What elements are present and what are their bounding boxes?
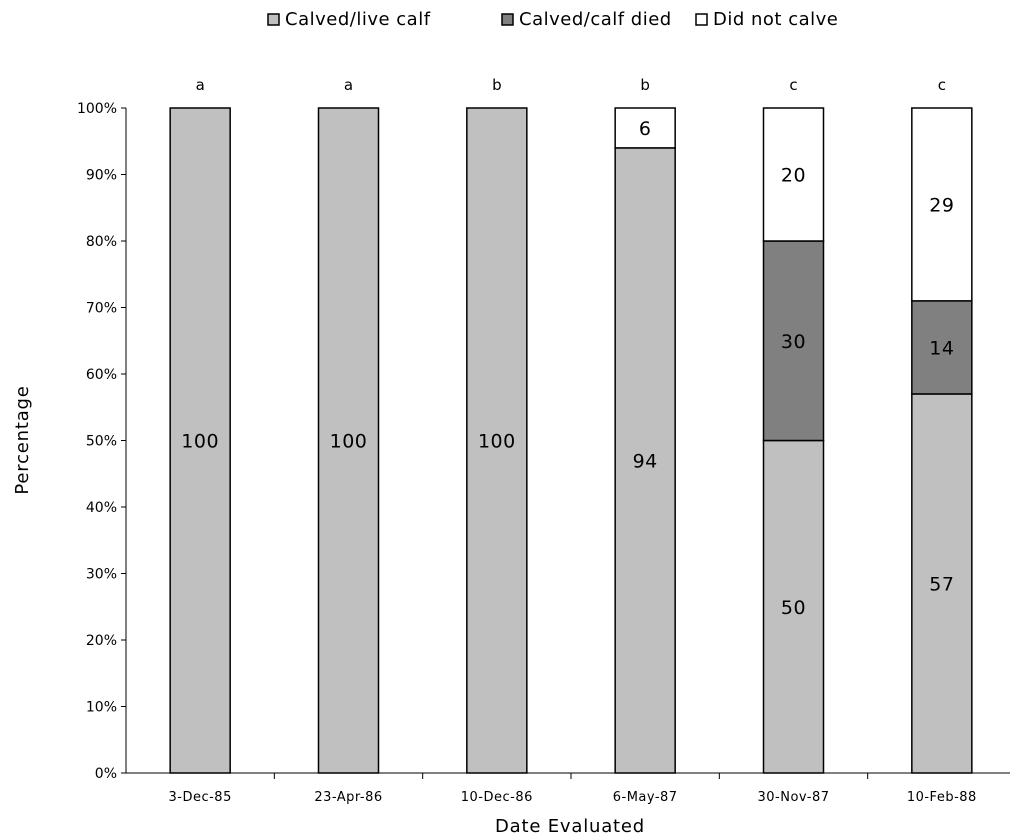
legend-label-0: Calved/live calf — [285, 9, 431, 30]
bar-value-label-5-0: 57 — [929, 573, 954, 595]
x-tick-label-0: 3-Dec-85 — [168, 790, 231, 805]
x-tick-label-3: 6-May-87 — [613, 790, 678, 805]
y-tick-label-0: 0% — [95, 766, 117, 782]
x-ticks: 3-Dec-85 23-Apr-86 10-Dec-86 6-May-87 30-Nov… — [168, 773, 976, 805]
y-tick-label-8: 80% — [86, 234, 117, 250]
legend-swatch-2 — [695, 13, 708, 26]
group-letter-5: c — [938, 76, 946, 94]
y-tick-label-9: 90% — [86, 168, 117, 184]
x-tick-label-5: 10-Feb-88 — [907, 790, 977, 805]
y-tick-label-4: 40% — [86, 500, 117, 516]
legend-label-2: Did not calve — [713, 9, 838, 30]
bar-segment-2-0 — [466, 107, 528, 774]
y-tick-label-10: 100% — [77, 101, 117, 117]
y-tick-label-6: 60% — [86, 367, 117, 383]
bar-segment-4-2 — [762, 107, 825, 242]
bar-labels: 100 100 100 94 6 50 30 20 57 14 29 — [181, 118, 954, 619]
y-axis-title: Percentage — [12, 385, 33, 494]
bar-segment-4-1 — [762, 240, 825, 442]
legend-swatch-0 — [267, 13, 280, 26]
legend-label-1: Calved/calf died — [519, 9, 672, 30]
group-letter-2: b — [492, 76, 502, 94]
bar-value-label-3-2: 6 — [639, 118, 652, 140]
group-letter-1: a — [344, 76, 353, 94]
legend-swatch-1 — [501, 13, 514, 26]
x-tick-label-1: 23-Apr-86 — [314, 790, 382, 805]
bar-value-label-4-1: 30 — [781, 331, 806, 353]
y-tick-label-1: 10% — [86, 700, 117, 716]
bar-segment-0-0 — [169, 107, 231, 774]
axes — [125, 108, 1010, 774]
y-tick-label-5: 50% — [86, 434, 117, 450]
legend: Calved/live calf Calved/calf died Did not … — [267, 9, 838, 30]
bar-value-label-4-2: 20 — [781, 165, 806, 187]
bar-segment-3-2 — [614, 107, 676, 149]
x-axis-title: Date Evaluated — [495, 816, 645, 837]
bar-value-label-5-2: 29 — [929, 194, 954, 216]
bar-segment-5-1 — [911, 300, 973, 395]
y-tick-label-7: 70% — [86, 301, 117, 317]
bar-value-label-2-0: 100 — [478, 431, 516, 453]
bars — [169, 107, 973, 774]
y-tick-label-3: 30% — [86, 567, 117, 583]
bar-value-label-4-0: 50 — [781, 597, 806, 619]
bar-segment-3-0 — [614, 147, 676, 774]
bar-value-label-3-0: 94 — [633, 450, 658, 472]
bar-value-label-1-0: 100 — [330, 431, 368, 453]
bar-segment-4-0 — [762, 439, 825, 774]
x-tick-label-2: 10-Dec-86 — [461, 790, 533, 805]
bar-segment-1-0 — [317, 107, 380, 774]
bar-value-label-0-0: 100 — [181, 431, 219, 453]
bar-segment-5-2 — [911, 107, 973, 302]
bar-value-label-5-1: 14 — [929, 337, 954, 359]
group-letter-4: c — [789, 76, 797, 94]
y-tick-label-2: 20% — [86, 633, 117, 649]
y-ticks: 0% 10% 20% 30% 40% 50% 60% 70% 80% 90% 100% — [77, 101, 126, 782]
x-tick-label-4: 30-Nov-87 — [758, 790, 830, 805]
group-letter-0: a — [196, 76, 205, 94]
group-letter-3: b — [640, 76, 650, 94]
